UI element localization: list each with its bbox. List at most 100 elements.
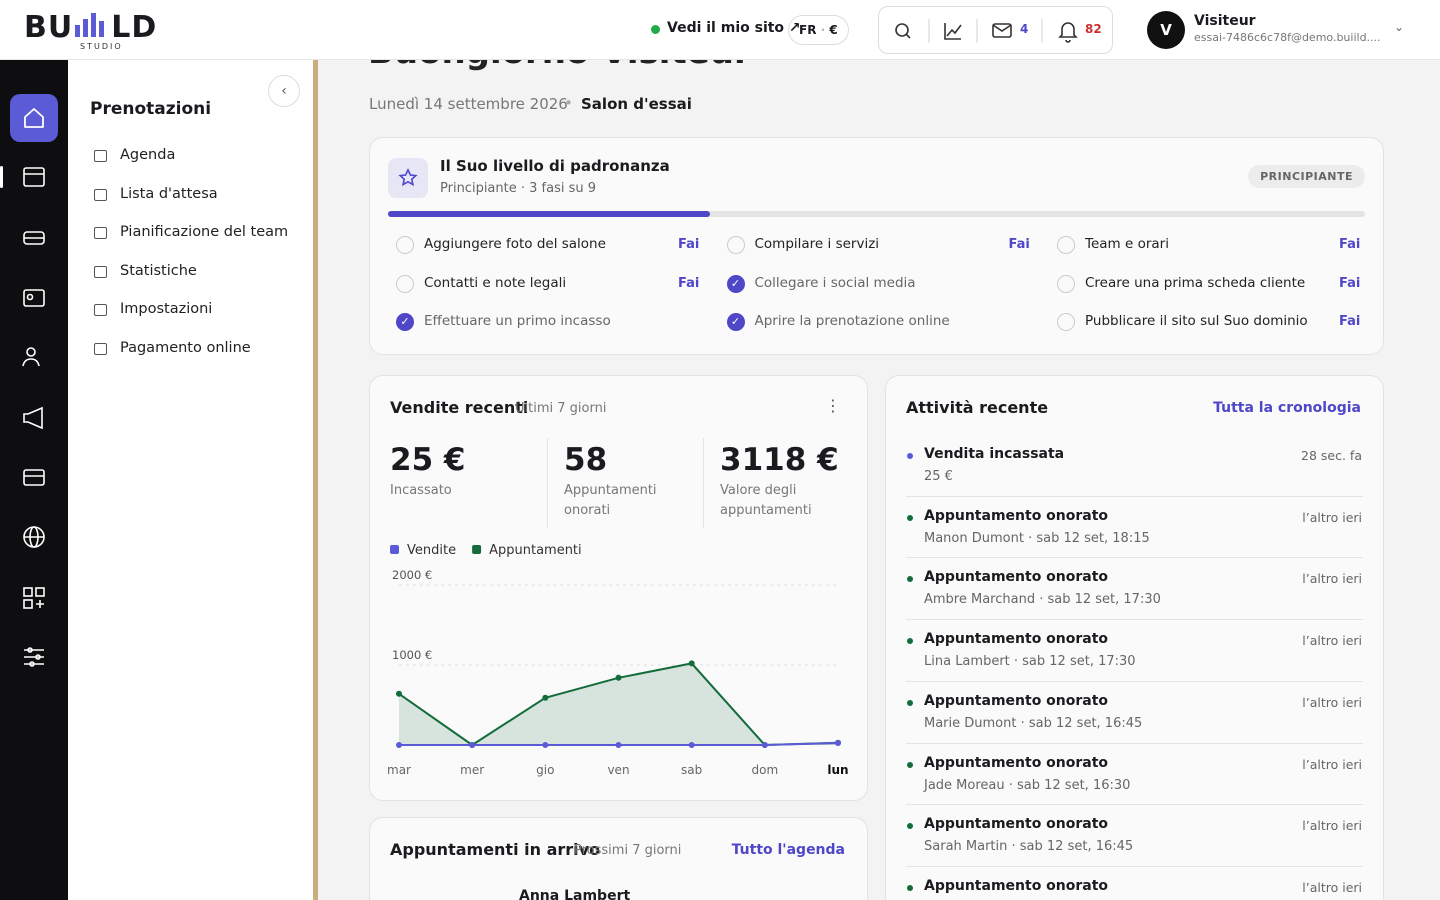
sales-period: Ultimi 7 giorni — [515, 401, 607, 416]
rail-icons — [22, 167, 45, 667]
task-check — [1057, 274, 1075, 293]
nav-icon — [94, 342, 107, 355]
point — [396, 742, 402, 748]
activity-title: Appuntamento onorato — [924, 569, 1109, 586]
legend-label: Appuntamenti — [489, 543, 582, 558]
x-tick-label: mer — [460, 763, 484, 777]
row-divider — [906, 557, 1363, 559]
collapse[interactable]: ‹ — [268, 75, 300, 107]
mastery-subtitle: Principiante · 3 fasi su 9 — [440, 181, 597, 196]
task-label: Creare una prima scheda cliente — [1085, 274, 1306, 291]
nav-item[interactable]: Agenda — [120, 147, 176, 163]
point — [615, 674, 622, 681]
sales-chart: Vendite Appuntamenti 1000 € 2000 € mar mer gio… — [387, 543, 849, 777]
task-action[interactable]: Fai — [1339, 237, 1361, 252]
activity-title: Appuntamento onorato — [924, 754, 1109, 771]
kpi-divider — [547, 438, 548, 528]
upcoming-link[interactable]: Tutto l'agenda — [731, 842, 845, 858]
point — [835, 740, 841, 746]
activity-card: Attività recente Tutta la cronologia Ven… — [885, 375, 1384, 900]
activity-detail: Marie Dumont · sab 12 set, 16:45 — [924, 715, 1143, 731]
row-divider — [906, 680, 1363, 682]
bell-count: 82 — [1085, 22, 1102, 36]
task-check: ✓ — [396, 313, 414, 331]
x-tick-label: gio — [536, 763, 554, 777]
dot: · — [820, 23, 826, 37]
toolbar: 4 82 — [878, 6, 1113, 54]
activity-detail: 25 € — [924, 469, 953, 484]
row-divider — [906, 865, 1363, 867]
point — [469, 742, 476, 748]
nav-icon — [94, 227, 107, 239]
site-link[interactable]: Vedi il mio sito ↗ — [667, 20, 801, 36]
activity-time: l’altro ieri — [1302, 879, 1362, 895]
activity-dot — [907, 823, 913, 830]
point — [688, 660, 695, 667]
task-action[interactable]: Fai — [1008, 237, 1030, 252]
x-tick-label: sab — [681, 763, 702, 777]
activity-title: Appuntamento onorato — [924, 877, 1109, 894]
kpi-value: 3118 € — [720, 442, 839, 478]
nav-item[interactable]: Statistiche — [120, 262, 197, 279]
activity-time: l’altro ieri — [1302, 818, 1362, 834]
nav-icon — [94, 304, 107, 316]
chevron[interactable]: ⌄ — [1394, 20, 1405, 34]
logo-start: BU — [24, 10, 74, 45]
avatar[interactable]: V — [1147, 11, 1185, 49]
mastery-title: Il Suo livello di padronanza — [440, 157, 670, 175]
activity-time: 28 sec. fa — [1301, 448, 1362, 463]
activity-title: Appuntamento onorato — [924, 816, 1109, 833]
date: Lunedì 14 settembre 2026 — [369, 95, 568, 113]
activity-detail: Jade Moreau · sab 12 set, 16:30 — [924, 777, 1131, 793]
upcoming-period: Prossimi 7 giorni — [574, 843, 682, 858]
point — [542, 742, 549, 748]
task-check — [1057, 236, 1075, 254]
activity-dot — [907, 761, 913, 768]
mastery-card: Il Suo livello di padronanza Principiant… — [369, 137, 1384, 355]
activity-link[interactable]: Tutta la cronologia — [1213, 400, 1361, 416]
toolbar-icons — [895, 19, 1078, 43]
nav-item[interactable]: Pianificazione del team — [120, 224, 289, 240]
activity-dot — [907, 453, 913, 459]
task-action[interactable]: Fai — [1339, 275, 1361, 291]
logo-bars — [75, 13, 105, 37]
rail-home[interactable] — [10, 94, 58, 142]
nav-item[interactable]: Pagamento online — [120, 339, 251, 356]
upcoming-title: Appuntamenti in arrivo — [390, 840, 601, 859]
lang: FR — [799, 23, 817, 37]
activity-dot — [907, 638, 913, 645]
activity-time: l’altro ieri — [1302, 633, 1362, 649]
badge: PRINCIPIANTE — [1248, 165, 1365, 188]
task-label: Compilare i servizi — [754, 236, 880, 252]
nav-item[interactable]: Impostazioni — [120, 301, 213, 317]
area — [399, 663, 838, 745]
logo: BU LD — [24, 10, 157, 45]
activity-detail: Lina Lambert · sab 12 set, 17:30 — [924, 654, 1136, 670]
task-label: Collegare i social media — [754, 274, 916, 291]
kpi-divider — [703, 438, 704, 528]
task-check — [396, 274, 414, 293]
task-action[interactable]: Fai — [678, 237, 700, 252]
task-check: ✓ — [726, 274, 745, 293]
activity-detail: Ambre Marchand · sab 12 set, 17:30 — [924, 592, 1161, 608]
mail-count: 4 — [1020, 22, 1029, 36]
task-action[interactable]: Fai — [678, 275, 700, 291]
point — [615, 742, 622, 748]
sidebar: Prenotazioni ‹ Agenda Lista d'attesa Piani… — [68, 60, 313, 900]
lang-switch[interactable]: FR · € — [788, 15, 849, 45]
sidebar-title: Prenotazioni — [90, 99, 212, 119]
nav-item[interactable]: Lista d'attesa — [120, 185, 218, 202]
activity-detail: Manon Dumont · sab 12 set, 18:15 — [924, 530, 1150, 546]
y-tick-label: 1000 € — [392, 648, 432, 662]
task-label: Contatti e note legali — [424, 274, 567, 291]
activity-time: l’altro ieri — [1302, 756, 1362, 772]
activity-title: Attività recente — [906, 398, 1049, 417]
currency: € — [829, 23, 838, 37]
kpi-value: 25 € — [390, 442, 466, 478]
legend-swatch — [472, 545, 482, 554]
nav-icon — [94, 188, 107, 201]
task-action[interactable]: Fai — [1339, 314, 1361, 329]
menu[interactable]: ⋮ — [825, 396, 841, 415]
